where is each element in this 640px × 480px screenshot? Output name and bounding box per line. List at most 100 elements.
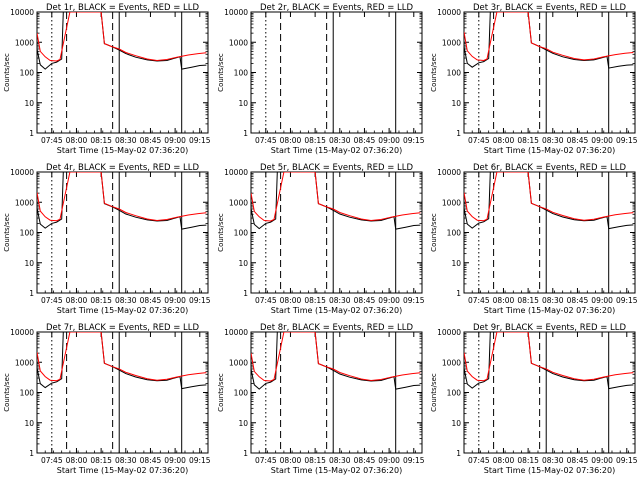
panel-title: Det 9r, BLACK = Events, RED = LLD [473,323,627,333]
y-axis-label: Counts/sec [430,213,438,252]
x-tick-label: 08:00 [66,296,88,305]
x-tick-label: 08:00 [493,136,515,145]
x-tick-label: 07:45 [41,136,63,145]
lld-series-line [251,332,421,382]
y-tick-label: 10000 [437,168,461,177]
y-axis-label: Counts/sec [430,373,438,412]
x-axis-label: Start Time (15-May-02 07:36:20) [271,306,402,315]
y-tick-label: 100 [20,69,35,78]
x-tick-label: 09:00 [378,456,400,465]
y-axis-label: Counts/sec [3,53,11,92]
detector-panel-4: Det 4r, BLACK = Events, RED = LLD 1 10 100 1… [3,163,211,315]
y-tick-label: 100 [234,389,249,398]
y-tick-label: 1000 [15,38,34,47]
x-tick-label: 08:15 [304,456,326,465]
y-tick-label: 1000 [229,198,248,207]
y-tick-label: 100 [447,389,462,398]
panel-title: Det 1r, BLACK = Events, RED = LLD [46,3,200,13]
x-axis-label: Start Time (15-May-02 07:36:20) [484,466,615,475]
x-tick-label: 08:45 [140,136,162,145]
x-tick-label: 09:00 [591,456,613,465]
lld-series-line [464,12,634,62]
y-tick-label: 100 [20,229,35,238]
lld-series-line [464,172,634,222]
x-axis-label: Start Time (15-May-02 07:36:20) [57,306,188,315]
detector-panel-1: Det 1r, BLACK = Events, RED = LLD 1 10 100 1… [3,3,211,155]
panel-title: Det 8r, BLACK = Events, RED = LLD [260,323,414,333]
lld-series-line [37,12,207,62]
x-tick-label: 08:45 [567,136,589,145]
y-axis-label: Counts/sec [217,53,225,92]
detector-panel-7: Det 7r, BLACK = Events, RED = LLD 1 10 100 1… [3,323,211,475]
x-tick-label: 09:00 [591,136,613,145]
x-tick-label: 08:15 [517,456,539,465]
x-axis-label: Start Time (15-May-02 07:36:20) [57,146,188,155]
x-tick-label: 08:00 [493,296,515,305]
lld-series-line [37,332,207,382]
events-series-line [251,332,421,390]
y-tick-label: 1000 [442,358,461,367]
x-tick-label: 07:45 [468,296,490,305]
y-tick-label: 1 [456,129,461,138]
x-tick-label: 09:00 [164,456,186,465]
y-tick-label: 100 [20,389,35,398]
y-tick-label: 10000 [10,8,34,17]
events-series-line [251,172,421,230]
x-tick-label: 08:15 [517,296,539,305]
x-tick-label: 08:45 [567,296,589,305]
x-tick-label: 07:45 [41,296,63,305]
x-tick-label: 07:45 [255,456,277,465]
x-tick-label: 08:15 [517,136,539,145]
x-tick-label: 09:15 [616,456,638,465]
events-series-line [464,332,634,390]
events-series-line [464,12,634,69]
x-axis-label: Start Time (15-May-02 07:36:20) [484,146,615,155]
x-tick-label: 09:15 [403,296,425,305]
x-tick-label: 08:15 [304,136,326,145]
x-tick-label: 08:30 [329,296,351,305]
y-axis-label: Counts/sec [430,53,438,92]
x-axis-label: Start Time (15-May-02 07:36:20) [271,146,402,155]
y-tick-label: 10000 [437,328,461,337]
y-tick-label: 1 [456,289,461,298]
x-axis-label: Start Time (15-May-02 07:36:20) [271,466,402,475]
x-tick-label: 08:45 [567,456,589,465]
lld-series-line [251,172,421,222]
x-tick-label: 08:45 [354,456,376,465]
y-tick-label: 10 [24,419,34,428]
y-tick-label: 10 [451,419,461,428]
y-tick-label: 1 [243,449,248,458]
x-tick-label: 08:30 [115,296,137,305]
x-axis-label: Start Time (15-May-02 07:36:20) [57,466,188,475]
y-axis-label: Counts/sec [3,213,11,252]
x-tick-label: 09:00 [164,136,186,145]
y-tick-label: 1 [243,129,248,138]
y-tick-label: 10 [238,259,248,268]
y-tick-label: 100 [447,69,462,78]
detector-panel-5: Det 5r, BLACK = Events, RED = LLD 1 10 100 1… [217,163,425,315]
x-tick-label: 08:00 [280,456,302,465]
x-tick-label: 09:15 [616,296,638,305]
x-tick-label: 09:15 [616,136,638,145]
events-series-line [464,172,634,230]
y-tick-label: 10 [451,259,461,268]
y-tick-label: 10000 [224,328,248,337]
y-tick-label: 10 [24,99,34,108]
y-tick-label: 1 [29,129,34,138]
x-tick-label: 08:15 [90,296,112,305]
x-tick-label: 08:15 [304,296,326,305]
x-tick-label: 08:45 [140,456,162,465]
y-axis-label: Counts/sec [3,373,11,412]
panel-title: Det 5r, BLACK = Events, RED = LLD [260,163,414,173]
y-tick-label: 1 [456,449,461,458]
x-tick-label: 08:00 [493,456,515,465]
panel-title: Det 7r, BLACK = Events, RED = LLD [46,323,200,333]
detector-panel-3: Det 3r, BLACK = Events, RED = LLD 1 10 100 1… [430,3,638,155]
x-tick-label: 08:30 [115,456,137,465]
x-tick-label: 08:30 [542,456,564,465]
y-tick-label: 10000 [224,8,248,17]
x-tick-label: 08:15 [90,456,112,465]
x-tick-label: 08:30 [542,296,564,305]
x-tick-label: 08:30 [115,136,137,145]
